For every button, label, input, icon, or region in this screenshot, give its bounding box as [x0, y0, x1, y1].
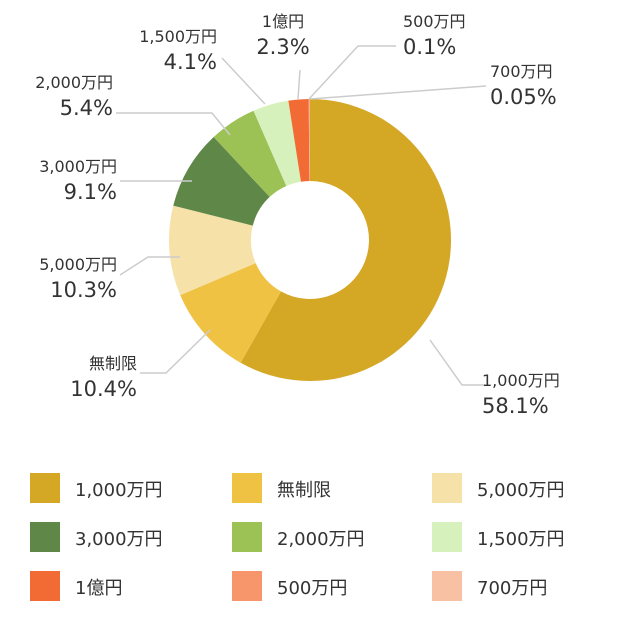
slice-label-value-6: 2.3% — [256, 35, 309, 59]
slice-label-value-2: 10.3% — [50, 278, 117, 302]
slice-label-name-1: 無制限 — [89, 354, 137, 373]
slice-label-value-8: 0.05% — [490, 85, 557, 109]
legend-swatch-3 — [30, 522, 60, 552]
legend-label-6: 1億円 — [75, 578, 122, 599]
legend-label-2: 5,000万円 — [477, 480, 565, 501]
leader-line-5 — [221, 57, 266, 105]
slice-label-value-0: 58.1% — [482, 394, 549, 418]
slice-label-name-7: 500万円 — [403, 12, 466, 31]
slice-1 — [180, 263, 281, 363]
legend-label-1: 無制限 — [277, 480, 331, 501]
legend-label-4: 2,000万円 — [277, 529, 365, 550]
donut-slices — [168, 99, 451, 382]
leader-line-2 — [119, 256, 180, 276]
legend-label-7: 500万円 — [277, 578, 347, 599]
slice-label-name-3: 3,000万円 — [39, 157, 117, 176]
slice-4 — [213, 110, 287, 197]
legend-label-0: 1,000万円 — [75, 480, 163, 501]
legend-label-5: 1,500万円 — [477, 529, 565, 550]
leader-line-6 — [297, 69, 301, 100]
slice-label-value-7: 0.1% — [403, 35, 456, 59]
slice-3 — [173, 137, 270, 226]
legend: 1,000万円 無制限 5,000万円 3,000万円 2,000万円 1,500万円 1億… — [30, 473, 565, 601]
slice-label-value-4: 5.4% — [60, 96, 113, 120]
slice-label-name-5: 1,500万円 — [139, 27, 217, 46]
legend-swatch-8 — [432, 571, 462, 601]
slice-label-value-3: 9.1% — [64, 180, 117, 204]
slice-label-name-6: 1億円 — [262, 12, 304, 31]
legend-label-8: 700万円 — [477, 578, 547, 599]
slice-6 — [288, 99, 310, 182]
legend-swatch-4 — [232, 522, 262, 552]
slice-label-name-4: 2,000万円 — [35, 73, 113, 92]
legend-swatch-6 — [30, 571, 60, 601]
leader-line-1 — [140, 329, 211, 374]
leader-line-0 — [429, 339, 485, 386]
slice-0 — [240, 99, 451, 382]
leader-lines — [116, 45, 487, 386]
slice-labels: 1,000万円 58.1% 無制限 10.4% 5,000万円 10.3% 3,000万円 9… — [35, 12, 560, 418]
legend-swatch-2 — [432, 473, 462, 503]
slice-7 — [308, 99, 310, 182]
leader-line-8 — [309, 85, 487, 100]
slice-label-value-5: 4.1% — [164, 50, 217, 74]
legend-label-3: 3,000万円 — [75, 529, 163, 550]
slice-2 — [168, 205, 256, 296]
slice-5 — [253, 100, 301, 186]
legend-swatch-5 — [432, 522, 462, 552]
slice-label-value-1: 10.4% — [70, 377, 137, 401]
legend-swatch-1 — [232, 473, 262, 503]
legend-swatch-7 — [232, 571, 262, 601]
slice-label-name-8: 700万円 — [490, 62, 553, 81]
legend-swatch-0 — [30, 473, 60, 503]
leader-line-7 — [308, 45, 396, 100]
slice-label-name-0: 1,000万円 — [482, 371, 560, 390]
slice-label-name-2: 5,000万円 — [39, 255, 117, 274]
leader-line-4 — [116, 112, 231, 136]
